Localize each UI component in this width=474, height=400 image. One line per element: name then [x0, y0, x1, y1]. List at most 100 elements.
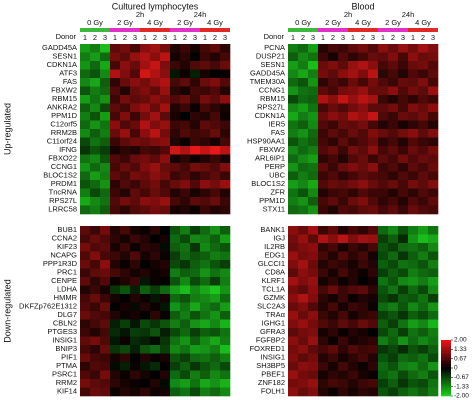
gene-label: NCAPG — [50, 251, 77, 260]
gene-label: DLG7 — [57, 310, 77, 319]
gene-label: SLC2A3 — [257, 302, 285, 311]
heatmap-cell — [358, 243, 369, 252]
dose-bar — [80, 28, 110, 32]
heatmap-cell — [358, 112, 369, 121]
heatmap-cell — [288, 137, 299, 147]
heatmap-cell — [80, 302, 91, 312]
heatmap-cell — [170, 95, 181, 104]
heatmap-cell — [398, 234, 409, 244]
heatmap-cell — [100, 146, 111, 155]
heatmap-cell — [328, 129, 339, 138]
heatmap-cell — [418, 370, 429, 380]
donor-number: 3 — [103, 33, 107, 42]
heatmap-cell — [190, 137, 201, 147]
heatmap-cell — [368, 268, 379, 278]
heatmap-cell — [160, 226, 171, 235]
heatmap-cell — [160, 52, 171, 62]
dose-bar — [318, 28, 348, 32]
heatmap-cell — [130, 294, 141, 303]
heatmap-cell — [428, 61, 439, 70]
heatmap-cell — [358, 234, 369, 244]
heatmap-cell — [328, 362, 339, 371]
heatmap-cell — [130, 336, 141, 346]
heatmap-cell — [200, 336, 211, 346]
heatmap-cell — [180, 86, 191, 96]
heatmap-cell — [80, 44, 91, 53]
heatmap-cell — [408, 260, 419, 269]
colorbar-segment — [441, 366, 451, 369]
gene-label: PIF1 — [61, 353, 77, 362]
colorbar-segment — [441, 389, 451, 391]
heatmap-cell — [120, 379, 131, 388]
heatmap-cell — [150, 120, 161, 130]
heatmap-cell — [110, 285, 121, 295]
heatmap-cell — [110, 345, 121, 354]
heatmap-cell — [150, 197, 161, 206]
heatmap-cell — [140, 243, 151, 252]
heatmap-cell — [130, 61, 141, 70]
heatmap-cell — [180, 336, 191, 346]
heatmap-cell — [288, 146, 299, 155]
heatmap-cell — [190, 78, 201, 87]
heatmap-cell — [210, 311, 221, 320]
heatmap-cell — [160, 234, 171, 244]
gene-label: UBC — [269, 171, 285, 180]
heatmap-cell — [408, 285, 419, 295]
heatmap-cell — [180, 188, 191, 198]
heatmap-cell — [100, 103, 111, 113]
time-label: 24h — [194, 10, 207, 19]
heatmap-cell — [358, 379, 369, 388]
heatmap-cell — [210, 171, 221, 181]
heatmap-cell — [80, 362, 91, 371]
colorbar-segment — [441, 340, 451, 342]
heatmap-cell — [140, 362, 151, 371]
heatmap-cell — [110, 103, 121, 113]
heatmap-cell — [170, 78, 181, 87]
heatmap-cell — [130, 319, 141, 329]
heatmap-cell — [220, 180, 231, 189]
heatmap-cell — [328, 52, 339, 62]
heatmap-cell — [418, 78, 429, 87]
heatmap-cell — [358, 163, 369, 172]
heatmap-cell — [200, 260, 211, 269]
heatmap-cell — [200, 61, 211, 70]
heatmap-cell — [200, 234, 211, 244]
heatmap-cell — [378, 78, 389, 87]
heatmap-cell — [160, 319, 171, 329]
heatmap-cell — [190, 294, 201, 303]
heatmap-cell — [388, 294, 399, 303]
heatmap-cell — [388, 120, 399, 130]
heatmap-cell — [190, 362, 201, 371]
heatmap-cell — [418, 146, 429, 155]
heatmap-cell — [140, 120, 151, 130]
heatmap-cell — [418, 61, 429, 70]
colorbar-segment — [441, 368, 451, 370]
heatmap-cell — [120, 112, 131, 121]
heatmap-cell — [308, 52, 319, 62]
heatmap-cell — [100, 370, 111, 380]
gene-label: HMMR — [54, 293, 78, 302]
heatmap-cell — [338, 345, 349, 354]
heatmap-cell — [180, 180, 191, 189]
heatmap-cell — [418, 180, 429, 189]
heatmap-cell — [348, 52, 359, 62]
heatmap-cell — [338, 294, 349, 303]
heatmap-cell — [120, 103, 131, 113]
colorbar-segment — [441, 394, 451, 397]
heatmap-cell — [338, 268, 349, 278]
heatmap-cell — [358, 95, 369, 104]
heatmap-cell — [288, 205, 299, 215]
heatmap-cell — [90, 78, 101, 87]
heatmap-cell — [130, 226, 141, 235]
heatmap-cell — [190, 44, 201, 53]
heatmap-cell — [220, 260, 231, 269]
heatmap-cell — [368, 69, 379, 79]
colorbar-segment — [441, 349, 451, 352]
gene-label: RPS27L — [257, 103, 285, 112]
gene-label: ARL6IP1 — [255, 154, 285, 163]
heatmap-cell — [160, 370, 171, 380]
heatmap-cell — [318, 234, 329, 244]
heatmap-cell — [298, 311, 309, 320]
heatmap-cell — [170, 205, 181, 215]
colorbar-segment — [441, 372, 451, 374]
